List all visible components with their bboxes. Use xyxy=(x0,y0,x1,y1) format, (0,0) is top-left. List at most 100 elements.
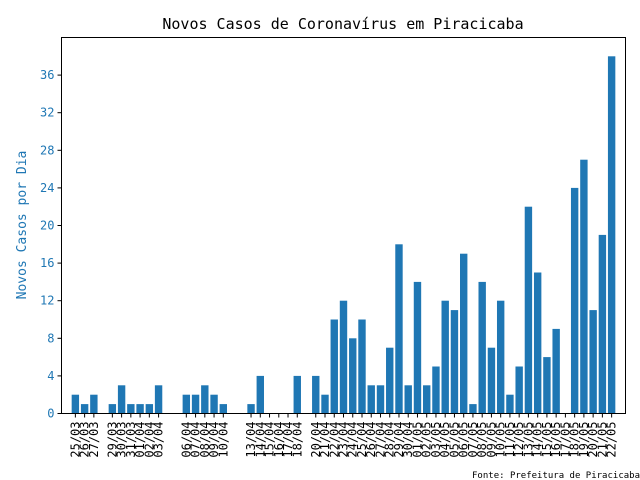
bar-06-04 xyxy=(182,394,191,414)
bar-31-03 xyxy=(127,404,135,414)
bar-16-05 xyxy=(552,328,560,414)
bar-26-03 xyxy=(80,404,89,414)
x-tick-label: 27/04 xyxy=(373,422,387,458)
x-tick-label: 11/05 xyxy=(503,422,517,458)
x-tick-label: 22/04 xyxy=(327,422,341,458)
bar-03-05 xyxy=(432,366,440,414)
x-tick-label: 18/04 xyxy=(290,422,304,458)
plot-frame xyxy=(61,37,626,414)
bar-07-04 xyxy=(191,394,200,414)
y-tick-label: 20 xyxy=(40,219,54,233)
x-tick-label: 28/04 xyxy=(383,422,397,458)
x-tick-label: 02/04 xyxy=(142,422,156,458)
x-tick-label: 13/05 xyxy=(521,422,535,458)
x-tick-label: 02/05 xyxy=(420,422,434,458)
x-tick-label: 21/05 xyxy=(595,422,609,458)
bar-03-04 xyxy=(154,385,163,414)
x-tick-label: 26/03 xyxy=(78,422,92,458)
x-tick-label: 10/05 xyxy=(494,421,508,457)
y-tick-label: 12 xyxy=(40,294,54,308)
bar-02-04 xyxy=(145,404,154,414)
y-tick-label: 8 xyxy=(47,331,54,345)
y-tick-label: 32 xyxy=(40,106,54,120)
bar-27-04 xyxy=(376,385,385,414)
x-tick-label: 24/04 xyxy=(346,422,360,458)
x-tick-label: 14/04 xyxy=(253,422,267,458)
y-tick-label: 24 xyxy=(40,181,54,195)
bar-28-04 xyxy=(386,347,394,414)
bar-23-04 xyxy=(339,300,348,414)
x-tick-label: 08/05 xyxy=(475,422,489,458)
x-tick-label: 29/04 xyxy=(392,422,406,458)
x-tick-label: 05/05 xyxy=(447,422,461,458)
x-tick-label: 13/04 xyxy=(244,422,258,458)
y-tick-label: 36 xyxy=(40,68,54,82)
x-tick-label: 07/05 xyxy=(466,422,480,458)
bar-09-05 xyxy=(487,347,496,414)
x-tick-label: 21/04 xyxy=(318,422,332,458)
x-tick-label: 09/05 xyxy=(484,422,498,458)
x-tick-label: 14/05 xyxy=(531,422,545,458)
x-tick-label: 01/04 xyxy=(133,422,147,458)
bar-10-04 xyxy=(219,404,227,414)
bar-14-04 xyxy=(256,375,264,414)
x-tick-label: 30/04 xyxy=(401,422,415,458)
x-tick-label: 15/05 xyxy=(540,422,554,458)
x-tick-label: 23/04 xyxy=(337,422,351,458)
y-tick-label: 28 xyxy=(40,143,54,157)
bar-20-04 xyxy=(312,375,320,414)
x-tick-label: 25/04 xyxy=(355,422,369,458)
bar-29-03 xyxy=(108,404,117,414)
bar-02-05 xyxy=(423,385,431,414)
bar-08-04 xyxy=(201,385,209,414)
y-tick-label: 0 xyxy=(47,407,54,421)
x-tick-label: 30/03 xyxy=(115,422,129,458)
x-tick-label: 18/05 xyxy=(568,422,582,458)
x-tick-label: 16/04 xyxy=(272,422,286,458)
x-tick-label: 29/03 xyxy=(105,422,119,458)
chart-title: Novos Casos de Coronavírus em Piracicaba xyxy=(162,15,523,33)
x-tick-label: 27/03 xyxy=(87,422,101,458)
bar-25-03 xyxy=(71,394,80,414)
x-tick-label: 25/03 xyxy=(68,422,82,458)
bar-27-03 xyxy=(90,394,98,414)
x-tick-label: 06/05 xyxy=(457,422,471,458)
bar-21-04 xyxy=(321,394,329,414)
y-tick-label: 16 xyxy=(40,256,54,270)
bar-01-05 xyxy=(413,281,422,414)
x-tick-label: 17/05 xyxy=(558,422,572,458)
x-tick-label: 31/03 xyxy=(124,422,138,458)
bar-30-03 xyxy=(117,385,126,414)
bar-25-04 xyxy=(358,319,366,414)
x-tick-label: 22/05 xyxy=(605,422,619,458)
bar-13-04 xyxy=(247,404,255,414)
x-tick-label: 26/04 xyxy=(364,422,378,458)
x-tick-label: 07/04 xyxy=(189,422,203,458)
x-tick-label: 08/04 xyxy=(198,422,212,458)
bar-09-04 xyxy=(210,394,218,414)
bar-05-05 xyxy=(450,310,459,414)
y-axis-ticks: 0 4 8 12 16 20 24 28 32 36 xyxy=(40,68,62,421)
bar-08-05 xyxy=(478,281,486,414)
x-tick-label: 20/05 xyxy=(586,422,600,458)
bar-04-05 xyxy=(441,300,449,414)
bar-15-05 xyxy=(543,357,551,414)
x-tick-label: 06/04 xyxy=(179,422,193,458)
y-axis-label: Novos Casos por Dia xyxy=(15,151,30,300)
bar-29-04 xyxy=(395,244,403,414)
bar-19-05 xyxy=(580,159,588,414)
bar-20-05 xyxy=(589,310,597,414)
bar-01-04 xyxy=(136,404,144,414)
bar-30-04 xyxy=(404,385,412,414)
x-tick-label: 17/04 xyxy=(281,422,295,458)
x-tick-label: 03/05 xyxy=(429,422,443,458)
bar-18-05 xyxy=(570,187,579,414)
bar-21-05 xyxy=(598,234,607,414)
bar-12-05 xyxy=(515,366,523,414)
x-tick-label: 12/05 xyxy=(512,422,526,458)
bar-24-04 xyxy=(349,338,357,414)
x-tick-label: 03/04 xyxy=(152,422,166,458)
x-tick-label: 19/05 xyxy=(577,422,591,458)
